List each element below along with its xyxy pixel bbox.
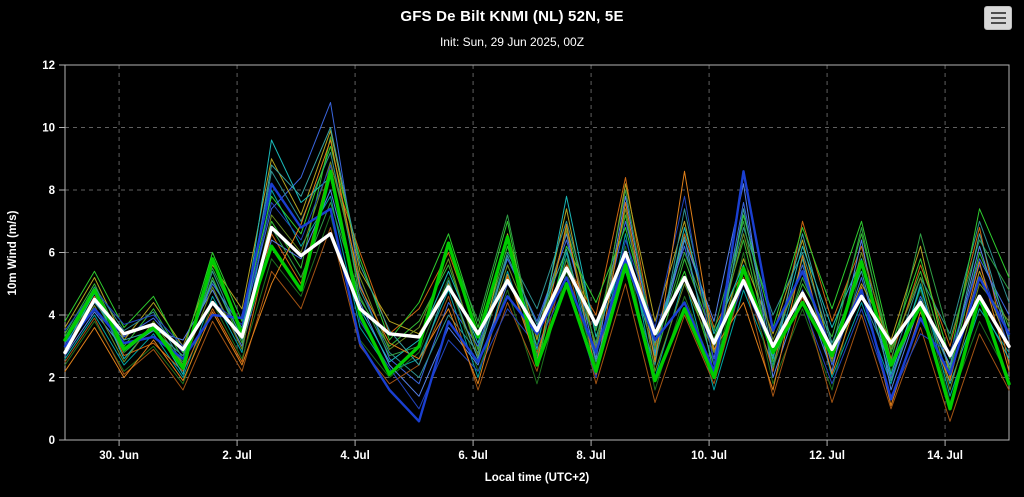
chart-subtitle: Init: Sun, 29 Jun 2025, 00Z — [439, 35, 585, 49]
series-member-13 — [64, 164, 1010, 410]
x-tick-label: 8. Jul — [576, 450, 605, 462]
chart-menu-button[interactable] — [984, 6, 1012, 30]
series-member-10 — [64, 227, 1010, 422]
x-tick-label: 2. Jul — [222, 450, 251, 462]
page-title: GFS De Bilt KNMI (NL) 52N, 5E — [400, 8, 624, 25]
series-member-06 — [64, 214, 1010, 403]
y-tick-label: 8 — [49, 185, 56, 197]
y-axis-title: 10m Wind (m/s) — [7, 210, 19, 295]
series-member-14 — [64, 189, 1010, 369]
y-tick-label: 2 — [49, 373, 55, 385]
y-tick-label: 0 — [49, 435, 55, 447]
y-tick-label: 12 — [42, 60, 55, 72]
y-tick-label: 6 — [49, 248, 55, 260]
series-white-bold-line — [63, 225, 1011, 358]
y-tick-label: 4 — [49, 310, 56, 322]
x-tick-label: 14. Jul — [927, 450, 963, 462]
series-green-bold-line — [63, 169, 1011, 411]
x-tick-label: 4. Jul — [340, 450, 369, 462]
series-member-11 — [64, 139, 1010, 385]
x-tick-label: 6. Jul — [458, 450, 487, 462]
series-member-07 — [64, 152, 1010, 378]
series-member-04 — [64, 164, 1010, 372]
series-member-03 — [64, 102, 1010, 385]
x-tick-label: 12. Jul — [809, 450, 845, 462]
y-tick-label: 10 — [42, 123, 55, 135]
x-axis-title: Local time (UTC+2) — [485, 472, 590, 484]
x-tick-label: 30. Jun — [99, 450, 139, 462]
hamburger-icon — [990, 12, 1006, 24]
x-tick-label: 10. Jul — [691, 450, 727, 462]
